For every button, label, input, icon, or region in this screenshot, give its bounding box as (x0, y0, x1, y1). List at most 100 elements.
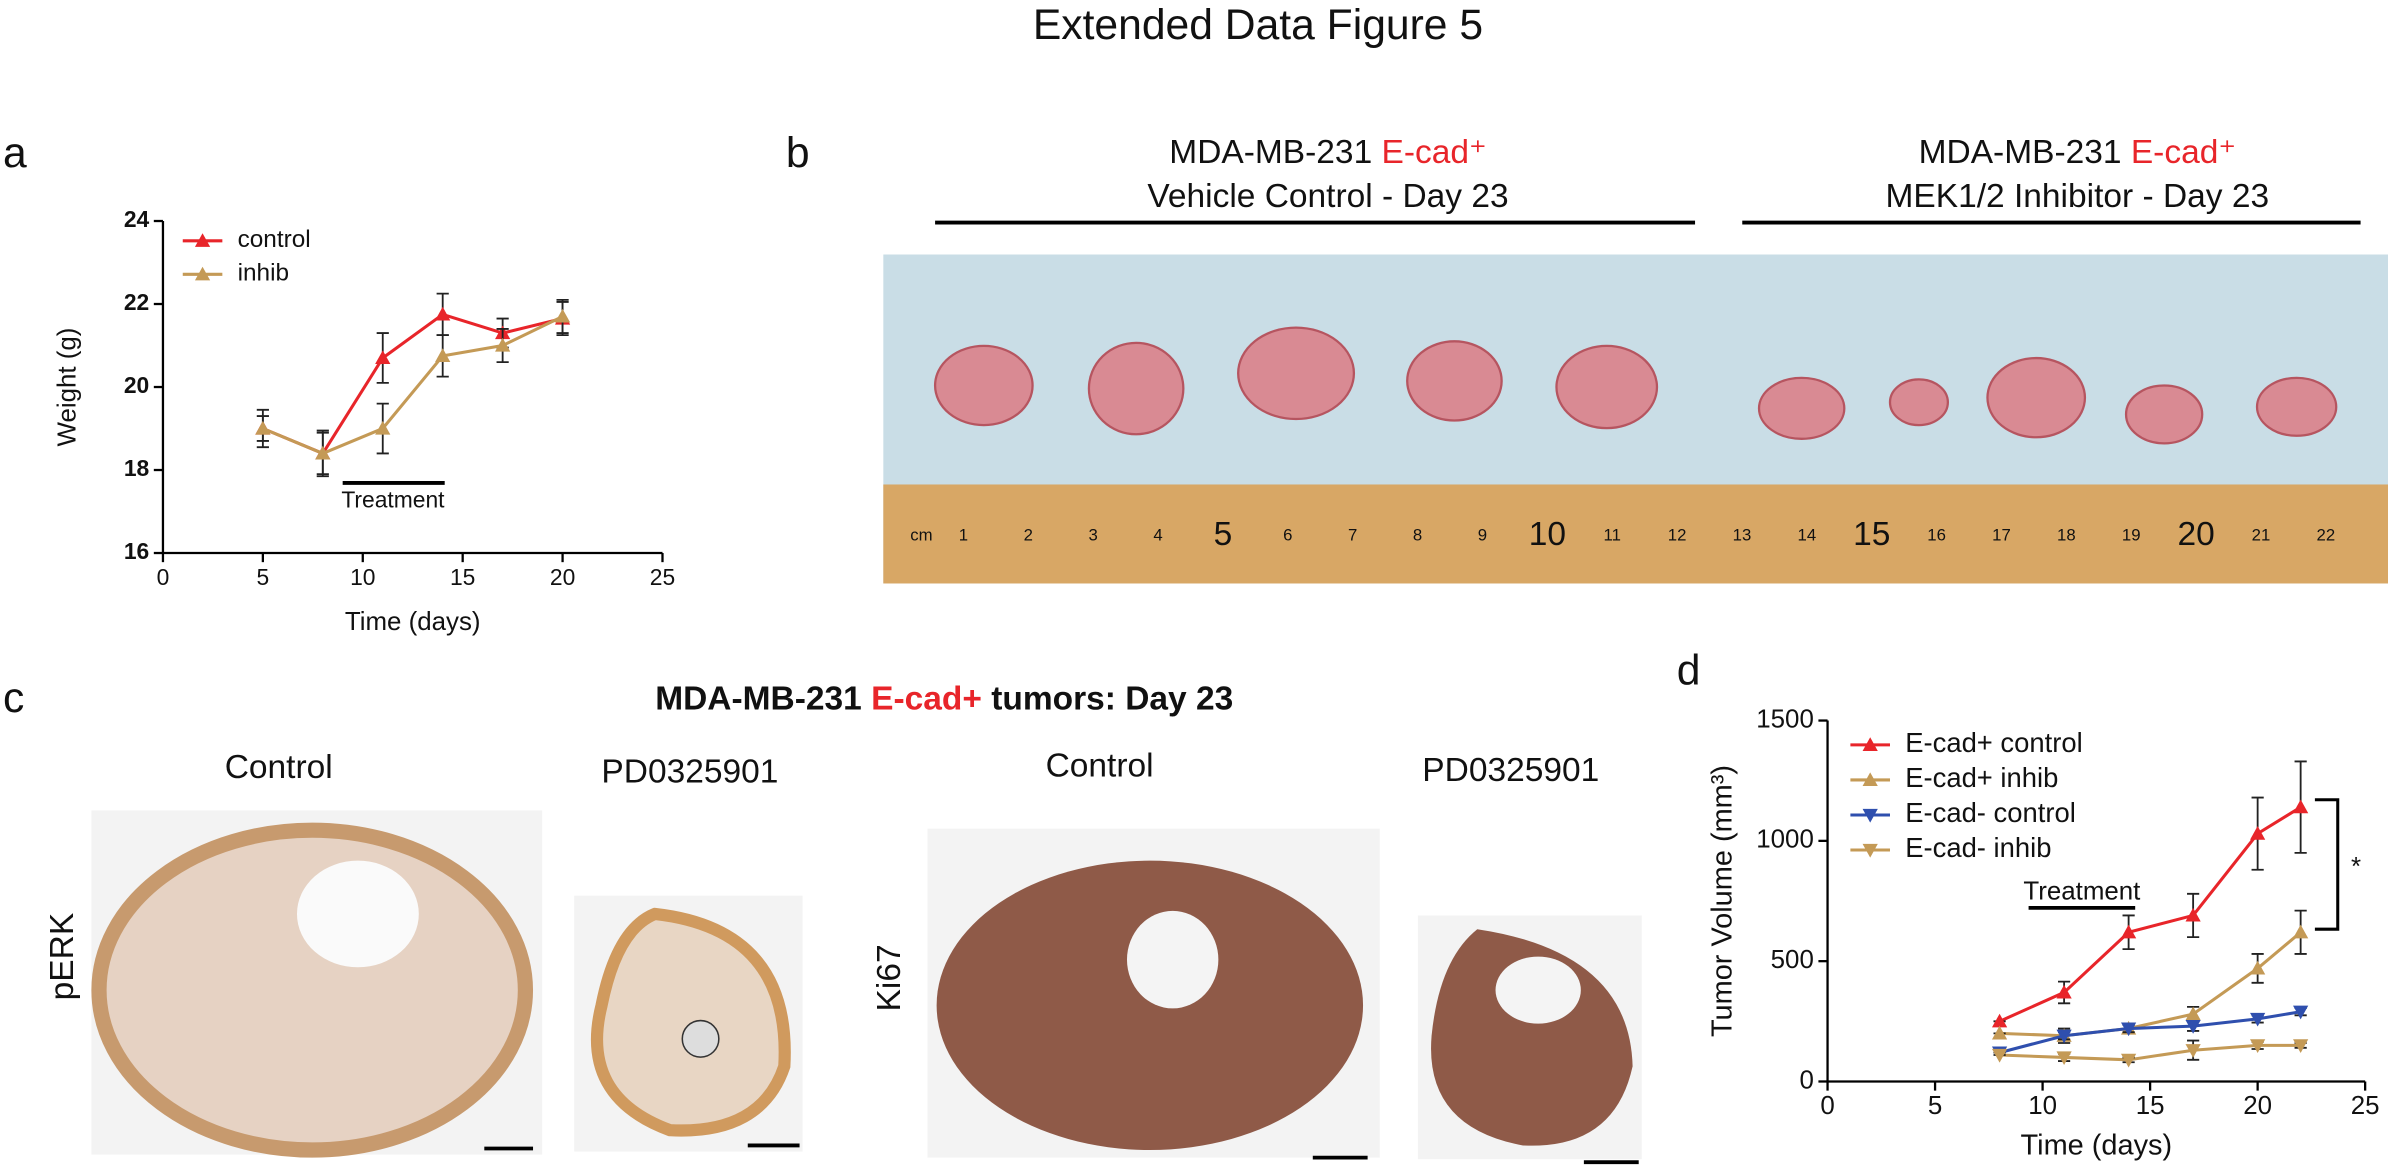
data-point (495, 337, 511, 352)
panel-label: a (3, 129, 27, 177)
figure-title: Extended Data Figure 5 (1033, 1, 1483, 49)
y-tick-label: 0 (1799, 1066, 1813, 1094)
tissue-detail (681, 1019, 720, 1058)
ruler-label: 10 (1529, 516, 1566, 553)
title-text: MDA-MB-231 (655, 681, 862, 718)
ruler-label: 3 (1089, 526, 1098, 545)
tumor (1406, 340, 1503, 422)
ruler-label: 13 (1733, 526, 1752, 545)
legend-label: E-cad+ control (1905, 727, 2082, 758)
ruler-label: 12 (1668, 526, 1687, 545)
column-label: PD0325901 (601, 754, 778, 791)
y-tick-label: 18 (124, 455, 149, 481)
legend-label: control (238, 226, 311, 253)
panel-c-title: MDA-MB-231 E-cad+ tumors: Day 23 (655, 681, 1233, 718)
tumor (2124, 384, 2204, 445)
data-point (2056, 1051, 2072, 1066)
ruler-label: 15 (1853, 516, 1890, 553)
tumor (1757, 376, 1846, 440)
panel-label: c (3, 674, 24, 722)
tumor (1087, 341, 1185, 436)
legend-marker (1862, 808, 1878, 823)
y-tick-label: 1000 (1756, 826, 1814, 854)
tumor-photo: cm 1 2 3 4 5 6 7 8 9 10 11 12 13 14 15 16 17 18 19 20 21 22 (883, 254, 2388, 584)
series-line (1999, 931, 2302, 1038)
legend-label: E-cad+ inhib (1905, 762, 2058, 793)
tumor (1555, 344, 1659, 430)
tissue-void (1495, 956, 1581, 1024)
ruler-label: 19 (2122, 526, 2141, 545)
data-point (2120, 1022, 2137, 1037)
annotation: Treatment (341, 486, 445, 512)
ruler-label: 11 (1604, 526, 1621, 545)
column-label: PD0325901 (1422, 752, 1599, 789)
legend-marker (1862, 737, 1878, 752)
data-point (2293, 924, 2309, 939)
data-point (2185, 1020, 2201, 1034)
data-point (1991, 1025, 2008, 1040)
data-point (2056, 1029, 2072, 1044)
data-point (2120, 924, 2137, 939)
x-tick-label: 0 (157, 564, 170, 590)
tissue-void (296, 860, 419, 968)
y-tick-label: 16 (124, 538, 149, 564)
tumor (2255, 376, 2338, 437)
ruler-label: 9 (1478, 526, 1487, 545)
row-label: Ki67 (871, 944, 908, 1011)
ruler-label: cm (910, 526, 932, 545)
ruler (883, 484, 2388, 584)
ruler-label: 18 (2057, 526, 2076, 545)
data-point (375, 350, 391, 365)
group-heading: Vehicle Control - Day 23 (1147, 178, 1508, 215)
group-heading: MEK1/2 Inhibitor - Day 23 (1886, 178, 2270, 215)
tissue (590, 907, 791, 1137)
panel-label: b (786, 129, 810, 177)
data-point (2250, 1012, 2266, 1027)
row-label: pERK (44, 913, 81, 1001)
annotation: * (2351, 853, 2361, 881)
x-axis-label: Time (days) (345, 608, 481, 636)
tumor (1986, 356, 2087, 439)
data-point (2293, 1039, 2309, 1054)
ruler-label: 6 (1283, 526, 1292, 545)
legend-marker (1862, 772, 1878, 787)
y-tick-label: 1500 (1756, 705, 1814, 733)
legend-marker (194, 266, 211, 281)
data-point (2120, 1053, 2137, 1068)
series-line (1999, 1043, 2301, 1062)
series-line (262, 312, 563, 456)
x-axis-label: Time (days) (2021, 1130, 2173, 1162)
x-tick-label: 10 (350, 564, 375, 590)
ruler-label: 5 (1214, 516, 1233, 553)
heading-marker: E-cad⁺ (2131, 134, 2236, 171)
data-point (375, 420, 391, 435)
title-marker: E-cad+ (871, 681, 982, 718)
legend-marker (1862, 843, 1878, 858)
tissue-void (1126, 910, 1219, 1009)
y-axis-label: Tumor Volume (mm³) (1707, 765, 1739, 1037)
y-axis-label: Weight (g) (53, 328, 81, 447)
ruler-label: 22 (2317, 526, 2336, 545)
y-tick-label: 500 (1771, 946, 1814, 974)
data-point (1991, 1013, 2008, 1028)
tumor (1888, 378, 1950, 427)
x-tick-label: 10 (2028, 1092, 2057, 1120)
x-tick-label: 25 (650, 564, 675, 590)
tumor (933, 344, 1034, 427)
ruler-label: 17 (1992, 526, 2011, 545)
ruler-label: 7 (1348, 526, 1357, 545)
y-tick-label: 24 (124, 206, 150, 232)
ruler-label: 14 (1798, 526, 1817, 545)
data-point (255, 420, 271, 435)
data-point (2056, 984, 2072, 999)
tumor (1237, 326, 1356, 421)
data-point (2250, 1039, 2266, 1054)
data-point (435, 306, 451, 321)
legend-label: E-cad- control (1905, 797, 2076, 828)
group-heading: MDA-MB-231 E-cad⁺ (1169, 134, 1486, 171)
heading-marker: E-cad⁺ (1382, 134, 1487, 171)
column-label: Control (225, 749, 333, 786)
x-tick-label: 0 (1820, 1092, 1834, 1120)
